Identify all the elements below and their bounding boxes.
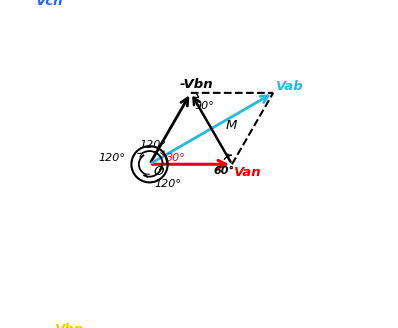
Text: 90°: 90° — [194, 101, 214, 112]
Text: Vcn: Vcn — [36, 0, 63, 8]
Text: 60°: 60° — [214, 166, 235, 176]
Text: Vbn: Vbn — [55, 323, 84, 328]
Text: Van: Van — [234, 166, 262, 179]
Text: 120°: 120° — [154, 179, 181, 189]
Text: Vab: Vab — [277, 80, 304, 93]
Text: 120°: 120° — [98, 153, 125, 163]
Text: -Vbn: -Vbn — [179, 78, 213, 91]
Text: 30°: 30° — [166, 153, 186, 163]
Text: O: O — [154, 165, 164, 178]
Text: M: M — [225, 119, 237, 132]
Text: 120°: 120° — [140, 140, 167, 150]
